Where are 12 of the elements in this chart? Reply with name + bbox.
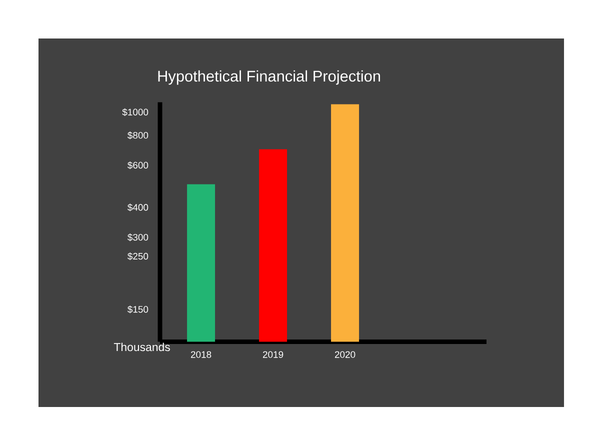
x-tick-label: 2020 xyxy=(334,351,356,358)
chart-title: Hypothetical Financial Projection xyxy=(158,70,380,85)
y-tick-label: $800 xyxy=(128,132,148,140)
y-tick-label: $150 xyxy=(128,306,148,314)
y-tick-label: $250 xyxy=(128,252,148,260)
y-tick-label: $1000 xyxy=(122,108,148,116)
y-axis-title: Thousands xyxy=(114,342,170,352)
y-tick-label: $600 xyxy=(128,161,148,170)
x-tick-label: 2018 xyxy=(190,351,212,358)
y-tick-label: $300 xyxy=(128,234,148,242)
x-tick-label: 2019 xyxy=(262,351,284,358)
y-tick-label: $400 xyxy=(128,204,148,212)
